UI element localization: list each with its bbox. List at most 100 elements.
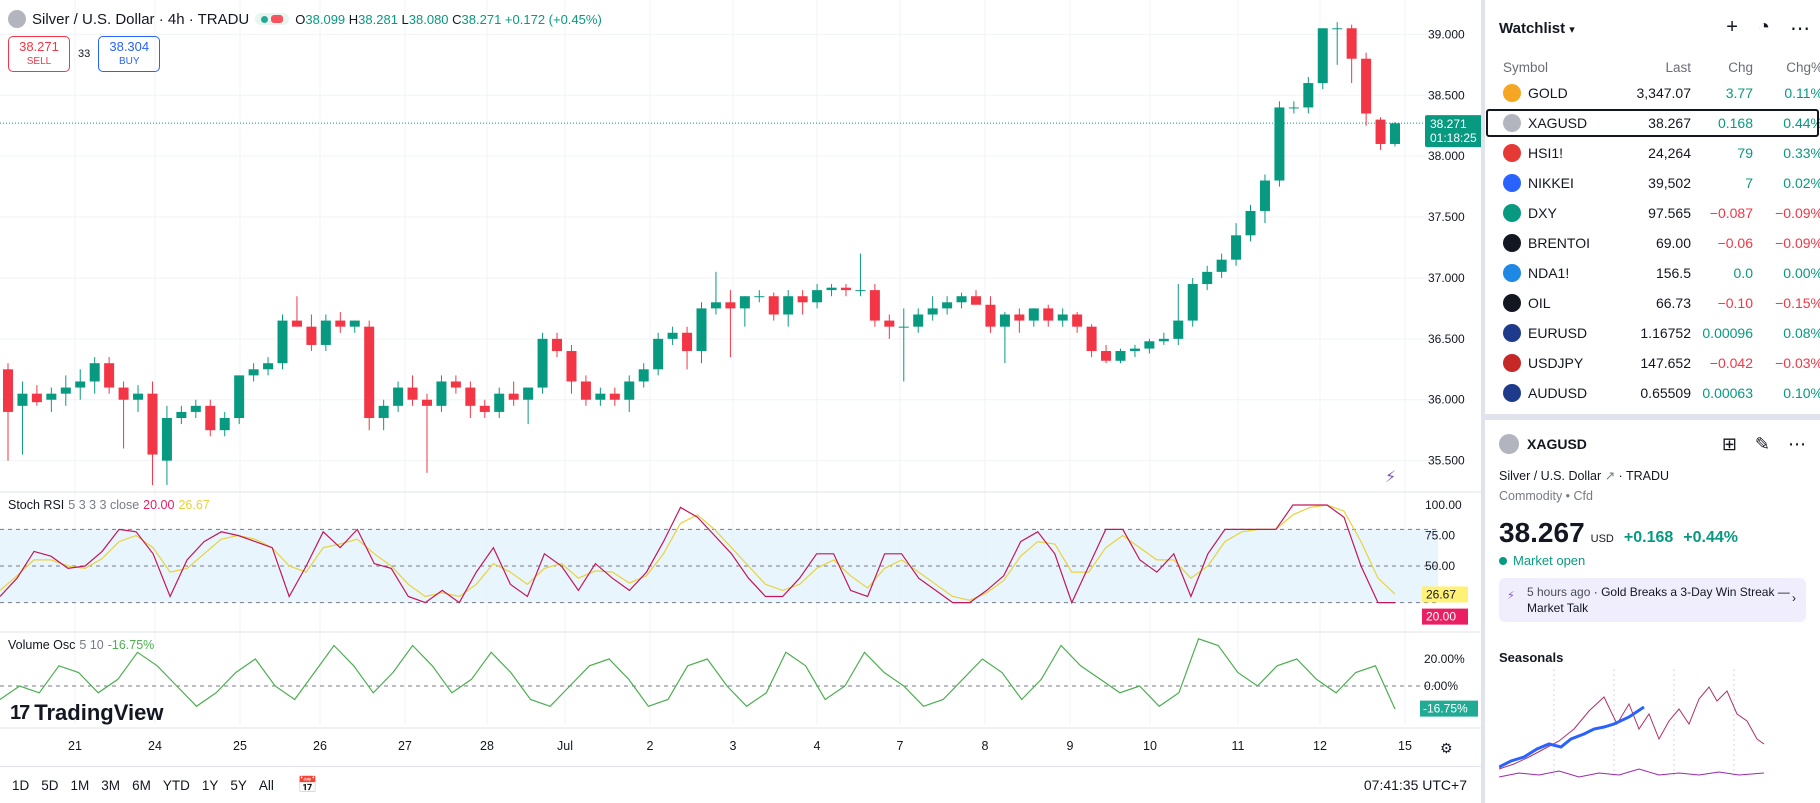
col-chgpct[interactable]: Chg% — [1786, 59, 1820, 75]
candle-body — [31, 393, 42, 403]
watchlist-row-xagusd[interactable]: XAGUSD 38.267 0.168 0.44% — [1485, 108, 1820, 138]
candle-body — [1072, 314, 1083, 327]
date-axis-label: 8 — [982, 739, 989, 753]
candle-body — [1101, 351, 1112, 361]
watchlist-row-nda1[interactable]: NDA1! 156.5 0.0 0.00% — [1485, 258, 1820, 288]
col-last[interactable]: Last — [1665, 59, 1691, 75]
detail-symbol[interactable]: XAGUSD — [1527, 436, 1587, 452]
watchlist-row-dxy[interactable]: DXY 97.565 −0.087 −0.09% — [1485, 198, 1820, 228]
change: 0.0 — [1733, 265, 1753, 281]
change-pct: 0.00% — [1783, 265, 1820, 281]
ohlc-values: O38.099 H38.281 L38.080 C38.271 +0.172 (… — [295, 11, 602, 27]
range-5d[interactable]: 5D — [41, 777, 59, 793]
symbol-title[interactable]: Silver / U.S. Dollar · 4h · TRADU — [32, 10, 250, 28]
candle-body — [190, 405, 201, 412]
detail-name[interactable]: Silver / U.S. Dollar ↗ · TRADU — [1499, 469, 1670, 483]
stoch-k-line — [0, 504, 1395, 605]
range-3m[interactable]: 3M — [101, 777, 121, 793]
candle-body — [812, 290, 823, 303]
watchlist-row-hsi1[interactable]: HSI1! 24,264 79 0.33% — [1485, 138, 1820, 168]
watchlist-row-brentoi[interactable]: BRENTOI 69.00 −0.06 −0.09% — [1485, 228, 1820, 258]
date-range-icon[interactable]: 📅 — [297, 777, 318, 794]
candle-body — [523, 387, 534, 400]
symbol-logo-icon — [1503, 234, 1521, 252]
candle-body — [320, 320, 331, 345]
seasonals-title[interactable]: Seasonals — [1499, 650, 1564, 665]
candle-body — [710, 302, 721, 309]
range-1y[interactable]: 1Y — [201, 777, 219, 793]
candle-body — [1115, 351, 1126, 361]
candle-body — [667, 332, 678, 339]
watchlist-row-audusd[interactable]: AUDUSD 0.65509 0.00063 0.10% — [1485, 378, 1820, 408]
seasonals-chart[interactable] — [1498, 669, 1809, 779]
spread-value: 33 — [78, 48, 91, 60]
price-chart[interactable]: 39.000 38.500 38.000 37.500 37.000 36.500 36.0… — [0, 0, 1481, 766]
change-pct: 0.33% — [1783, 145, 1820, 161]
candle-body — [1346, 28, 1357, 59]
date-axis-label: Jul — [557, 739, 573, 753]
candle-body — [89, 363, 100, 382]
more-icon[interactable]: ⋯ — [1788, 433, 1806, 454]
stoch-rsi-label[interactable]: Stoch RSI 5 3 3 3 close 20.00 26.67 — [8, 498, 210, 512]
range-6m[interactable]: 6M — [132, 777, 151, 793]
buy-button[interactable]: 38.304 BUY — [98, 36, 161, 72]
change: 79 — [1737, 145, 1753, 161]
candle-body — [1158, 338, 1169, 342]
tradingview-logo[interactable]: 17 TradingView — [10, 700, 164, 725]
candle-body — [234, 375, 245, 419]
chevron-right-icon: › — [1792, 591, 1796, 605]
symbol-legend[interactable]: Silver / U.S. Dollar · 4h · TRADU O38.09… — [8, 10, 602, 28]
watchlist-row-gold[interactable]: GOLD 3,347.07 3.77 0.11% — [1485, 78, 1820, 108]
range-all[interactable]: All — [258, 777, 274, 793]
date-axis-label: 3 — [730, 739, 737, 753]
candle-body — [624, 381, 635, 400]
watchlist-row-oil[interactable]: OIL 66.73 −0.10 −0.15% — [1485, 288, 1820, 318]
watchlist-row-usdjpy[interactable]: USDJPY 147.652 −0.042 −0.03% — [1485, 348, 1820, 378]
candle-body — [840, 287, 851, 291]
symbol-name: XAGUSD — [1528, 115, 1588, 131]
range-1m[interactable]: 1M — [70, 777, 90, 793]
add-symbol-icon[interactable]: + — [1726, 15, 1738, 38]
sell-button[interactable]: 38.271 SELL — [8, 36, 70, 72]
clock[interactable]: 07:41:35 UTC+7 — [1363, 777, 1467, 793]
stoch-d-line — [0, 504, 1396, 601]
candle-body — [1014, 314, 1025, 321]
col-symbol[interactable]: Symbol — [1503, 59, 1549, 75]
date-axis-label: 24 — [148, 739, 162, 753]
price-axis-label: 37.500 — [1428, 210, 1465, 224]
candle-body — [1303, 83, 1314, 108]
vol-axis-label: 20.00% — [1424, 652, 1465, 666]
range-5y[interactable]: 5Y — [230, 777, 247, 793]
last-price: 66.73 — [1655, 295, 1691, 311]
symbol-name: NIKKEI — [1528, 175, 1574, 191]
date-axis-label: 25 — [233, 739, 247, 753]
watchlist-rows: GOLD 3,347.07 3.77 0.11% XAGUSD 38.267 0.168 0.… — [1485, 78, 1820, 408]
volume-osc-label[interactable]: Volume Osc 5 10 -16.75% — [8, 638, 155, 652]
change: −0.042 — [1709, 355, 1753, 371]
candle-body — [306, 326, 317, 345]
price-axis-label: 37.000 — [1428, 271, 1465, 285]
symbol-name: OIL — [1528, 295, 1551, 311]
range-1d[interactable]: 1D — [12, 777, 30, 793]
silver-icon — [8, 10, 26, 28]
chart-pie-icon[interactable]: ◔ — [1757, 15, 1770, 38]
candle-body — [768, 296, 779, 315]
edit-icon[interactable]: ✎ — [1754, 433, 1770, 454]
symbol-logo-icon — [1503, 114, 1521, 132]
candle-body — [277, 320, 288, 364]
watchlist-title[interactable]: Watchlist ▾ — [1499, 19, 1575, 37]
change: 0.00096 — [1702, 325, 1753, 341]
vol-osc-line — [0, 638, 1396, 710]
watchlist-row-nikkei[interactable]: NIKKEI 39,502 7 0.02% — [1485, 168, 1820, 198]
watchlist-row-eurusd[interactable]: EURUSD 1.16752 0.00096 0.08% — [1485, 318, 1820, 348]
candle-body — [1086, 326, 1097, 352]
range-ytd[interactable]: YTD — [162, 777, 190, 793]
market-status-icon[interactable] — [255, 13, 290, 25]
price-axis-label: 38.000 — [1428, 149, 1465, 163]
more-icon[interactable]: ⋯ — [1790, 17, 1810, 40]
news-item[interactable]: 5 hours ago · Gold Breaks a 3-Day Win St… — [1499, 578, 1806, 622]
chart-area[interactable]: 39.000 38.500 38.000 37.500 37.000 36.500 36.0… — [0, 0, 1485, 803]
grid-icon[interactable]: ⊞ — [1721, 433, 1737, 454]
col-chg[interactable]: Chg — [1728, 59, 1753, 75]
candle-body — [205, 405, 216, 431]
